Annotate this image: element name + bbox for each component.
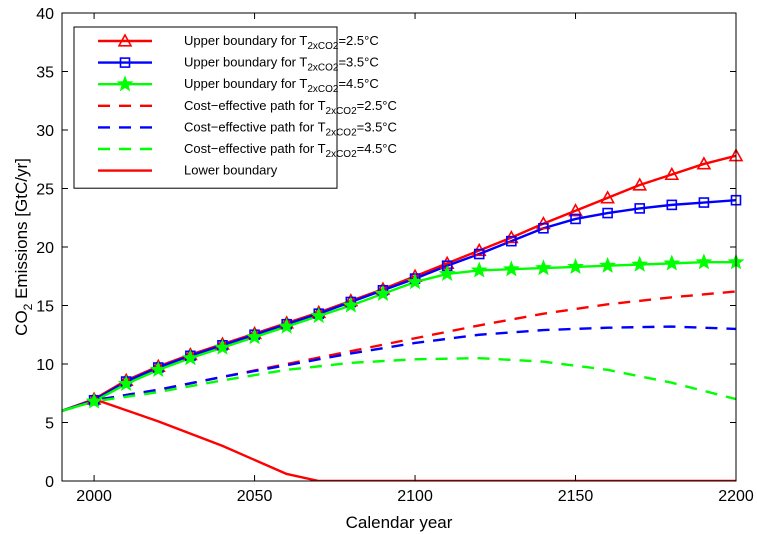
x-axis-title: Calendar year (346, 513, 453, 532)
y-axis-title: CO2 Emissions [GtC/yr] (12, 158, 35, 336)
series-3-point (470, 261, 488, 278)
series-2-point (538, 222, 549, 234)
series-3-point (599, 256, 617, 273)
series-3-point (438, 265, 456, 282)
series-layer (62, 154, 736, 481)
legend-label-4: Cost−effective path for T2xCO2=2.5°C (184, 98, 397, 117)
series-line-5 (62, 325, 736, 412)
series-3-point (117, 375, 135, 392)
series-2-point (473, 248, 485, 260)
y-tick-label: 0 (45, 474, 54, 491)
series-1-point (600, 190, 615, 204)
legend-label-3: Upper boundary for T2xCO2=4.5°C (184, 76, 379, 95)
series-2-point (602, 207, 613, 219)
legend-label-5: Cost−effective path for T2xCO2=3.5°C (184, 119, 397, 138)
x-tick-label: 2050 (237, 488, 273, 505)
x-tick-label: 2150 (558, 488, 594, 505)
y-axis-title-rest: Emissions [GtC/yr] (12, 158, 31, 303)
series-3-point (181, 349, 199, 366)
series-3-point (695, 253, 713, 270)
y-tick-label: 25 (36, 182, 54, 199)
series-line-3 (62, 261, 736, 412)
series-3-point (85, 392, 103, 409)
legend-box (73, 26, 338, 189)
series-2-point (698, 197, 710, 208)
series-line-6 (62, 356, 736, 412)
series-3-point (342, 296, 360, 313)
series-1-point (664, 166, 680, 181)
series-3-point (374, 284, 392, 301)
legend-marker-1 (117, 33, 133, 47)
series-3-point (246, 328, 263, 345)
series-3-point (278, 317, 296, 334)
series-3-point (406, 273, 424, 290)
legend-marker-3 (116, 75, 134, 92)
series-1-point (568, 203, 583, 217)
series-2-point (506, 235, 517, 247)
series-3-point (214, 338, 231, 355)
series-line-7 (93, 397, 736, 481)
y-tick-label: 30 (36, 123, 54, 140)
series-3-point (149, 361, 167, 378)
y-tick-label: 15 (36, 299, 54, 316)
y-tick-label: 40 (36, 6, 54, 23)
legend-label-1: Upper boundary for T2xCO2=2.5°C (184, 33, 379, 52)
legend: Upper boundary for T2xCO2=2.5°C Upper bou… (73, 26, 397, 189)
x-tick-label: 2200 (718, 488, 754, 505)
legend-label-2: Upper boundary for T2xCO2=3.5°C (184, 55, 379, 74)
y-axis-title-base: CO (12, 310, 31, 336)
series-3-point (631, 255, 649, 272)
series-2-point (634, 203, 646, 214)
series-3-point (567, 258, 584, 275)
series-2-point (570, 213, 581, 225)
y-tick-label: 20 (36, 240, 54, 257)
series-2-point (666, 199, 678, 211)
series-line-2 (62, 199, 736, 412)
legend-label-7: Lower boundary (184, 163, 278, 178)
series-1-point (696, 156, 712, 170)
legend-marker-2 (119, 57, 131, 68)
series-1-point (632, 177, 648, 191)
x-tick-label: 2100 (397, 488, 433, 505)
series-3-point (310, 307, 328, 324)
y-tick-label: 5 (45, 416, 54, 433)
series-3-point (502, 260, 520, 277)
series-3-point (535, 259, 552, 276)
y-axis-title-sub: 2 (21, 303, 35, 310)
x-tick-label: 2000 (76, 488, 112, 505)
y-tick-label: 35 (36, 65, 54, 82)
y-tick-label: 10 (36, 357, 54, 374)
series-3-point (663, 254, 681, 271)
legend-label-6: Cost−effective path for T2xCO2=4.5°C (184, 141, 397, 160)
tick-layer: 2000 2050 2100 2150 2200 0 5 10 15 20 25 30 35 40 (36, 6, 754, 505)
